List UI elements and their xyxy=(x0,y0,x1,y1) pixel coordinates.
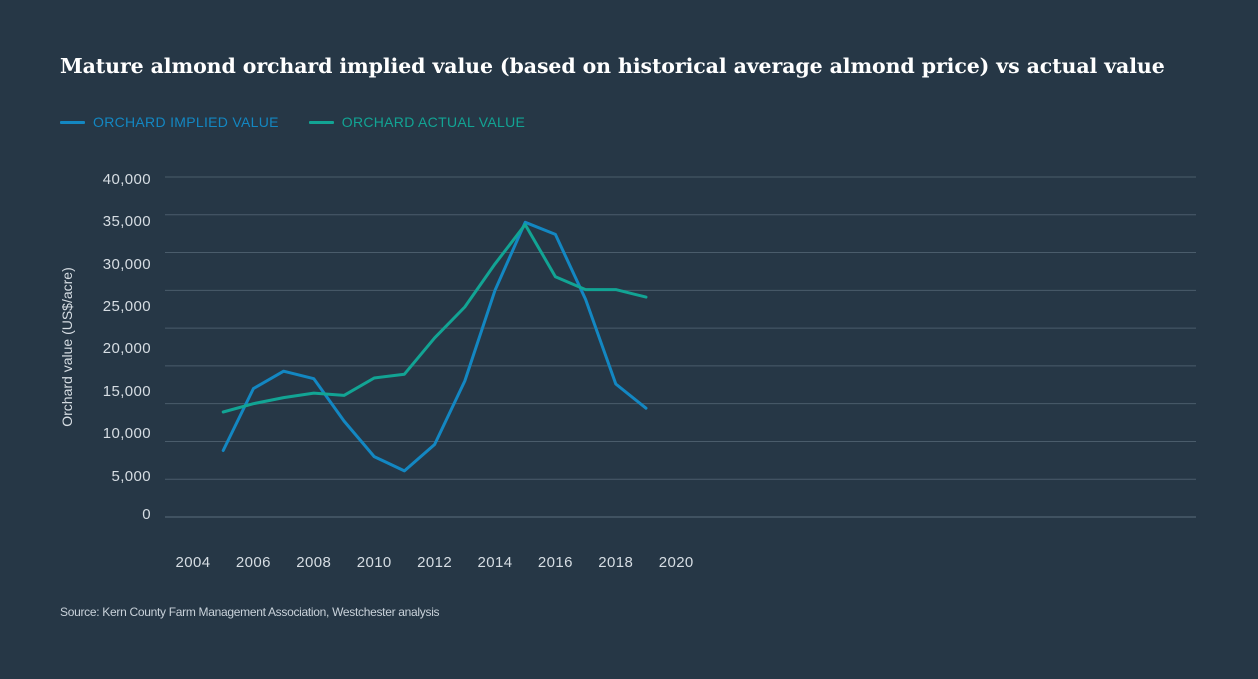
legend-item-implied: ORCHARD IMPLIED VALUE xyxy=(60,114,279,130)
y-tick-label: 0 xyxy=(142,506,151,523)
legend-label-actual: ORCHARD ACTUAL VALUE xyxy=(341,114,526,130)
x-tick-label: 2014 xyxy=(478,554,513,571)
x-tick-label: 2006 xyxy=(236,554,271,571)
x-tick-label: 2008 xyxy=(296,554,331,571)
y-tick-label: 35,000 xyxy=(103,213,151,230)
x-tick-label: 2016 xyxy=(538,554,573,571)
y-tick-label: 15,000 xyxy=(103,383,151,400)
y-tick-label: 5,000 xyxy=(111,468,151,485)
x-tick-label: 2020 xyxy=(659,554,694,571)
y-tick-label: 20,000 xyxy=(103,340,151,357)
legend-swatch-implied xyxy=(60,120,85,124)
y-tick-label: 25,000 xyxy=(103,298,151,315)
x-tick-label: 2004 xyxy=(176,554,211,571)
y-tick-label: 40,000 xyxy=(103,171,151,188)
legend-label-implied: ORCHARD IMPLIED VALUE xyxy=(93,114,279,130)
source-note: Source: Kern County Farm Management Asso… xyxy=(60,605,440,619)
y-axis-title: Orchard value (US$/acre) xyxy=(59,267,75,427)
legend: ORCHARD IMPLIED VALUE ORCHARD ACTUAL VAL… xyxy=(60,114,525,130)
chart-title: Mature almond orchard implied value (bas… xyxy=(60,54,1165,78)
x-tick-label: 2012 xyxy=(417,554,452,571)
legend-swatch-actual xyxy=(308,120,334,124)
y-tick-label: 30,000 xyxy=(103,256,151,273)
x-tick-label: 2018 xyxy=(598,554,633,571)
y-tick-label: 10,000 xyxy=(103,425,151,442)
legend-item-actual: ORCHARD ACTUAL VALUE xyxy=(308,114,526,130)
series-line-actual xyxy=(221,223,648,414)
x-tick-label: 2010 xyxy=(357,554,392,571)
series-line-implied xyxy=(221,220,648,473)
